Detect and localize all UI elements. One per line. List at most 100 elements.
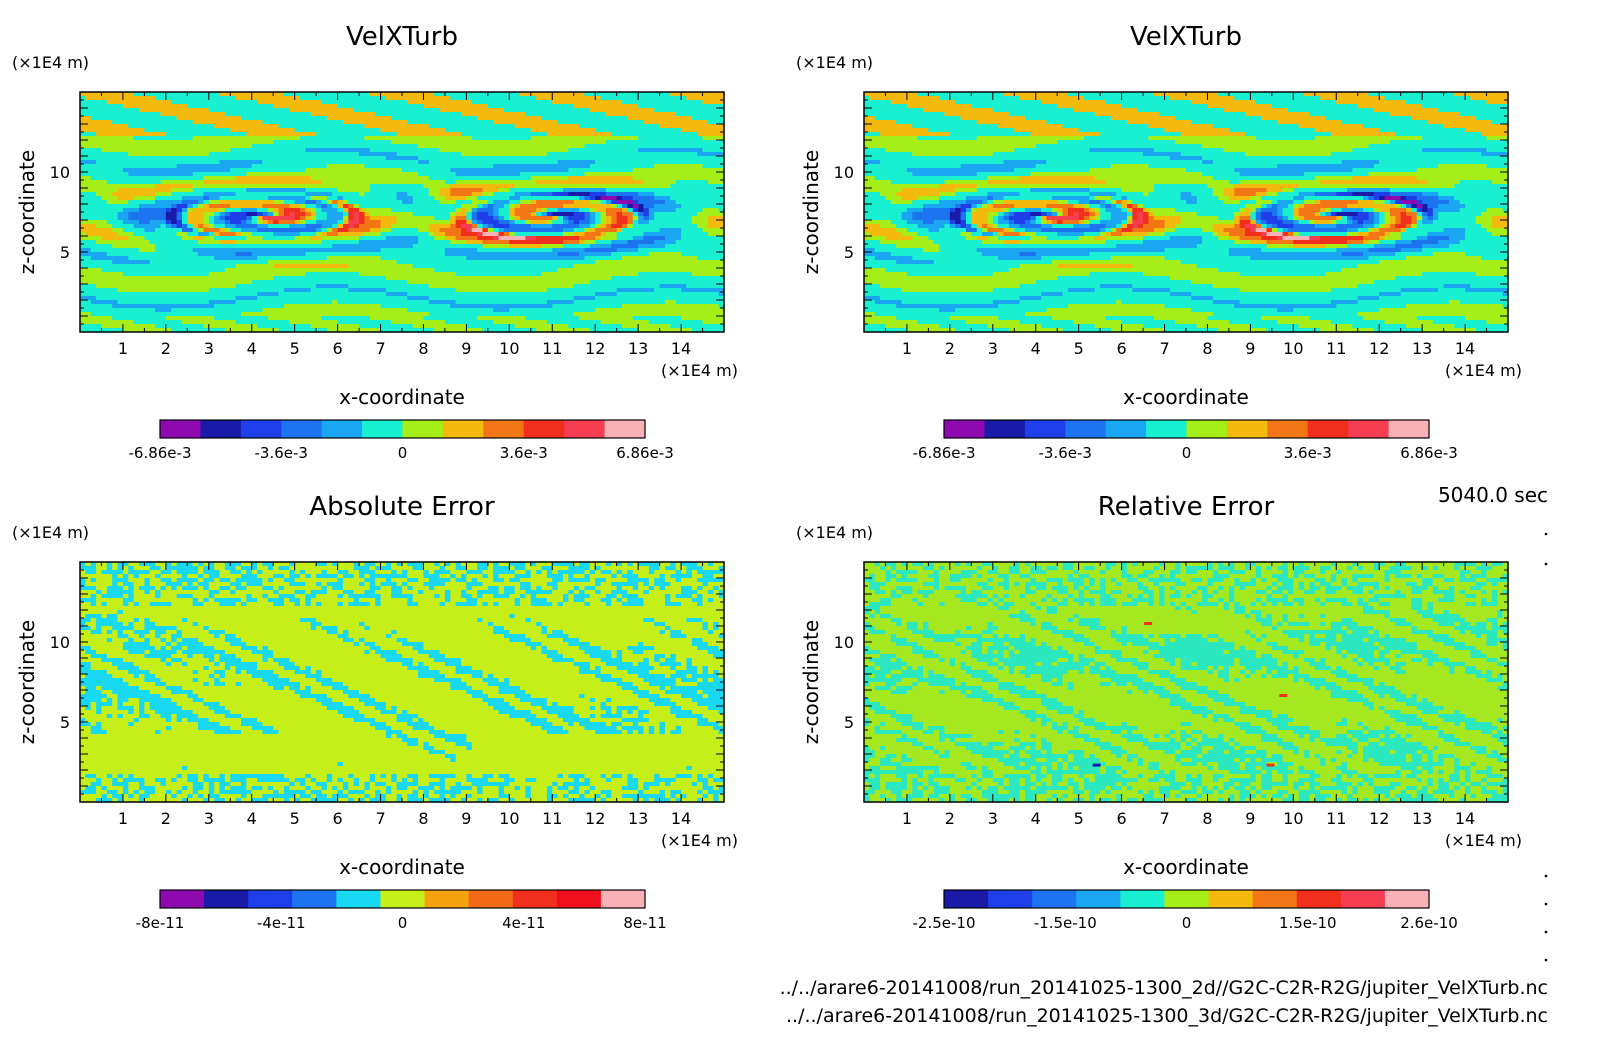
heatmap-cell — [407, 156, 413, 161]
heatmap-cell — [273, 128, 279, 133]
heatmap-cell — [134, 224, 140, 229]
heatmap-cell — [660, 168, 666, 173]
heatmap-cell — [246, 176, 252, 181]
heatmap-cell — [284, 140, 290, 145]
heatmap-cell — [633, 240, 639, 245]
heatmap-cell — [590, 180, 596, 185]
heatmap-cell — [171, 248, 177, 253]
heatmap-cell — [273, 188, 279, 193]
heatmap-cell — [595, 244, 601, 249]
heatmap-cell — [708, 132, 714, 137]
heatmap-cell — [547, 128, 553, 133]
heatmap-cell — [252, 180, 258, 185]
heatmap-cell — [445, 220, 451, 225]
heatmap-cell — [713, 112, 719, 117]
heatmap-cell — [708, 212, 714, 217]
heatmap-cell — [332, 100, 338, 105]
heatmap-cell — [531, 208, 537, 213]
heatmap-cell — [150, 236, 156, 241]
heatmap-cell — [654, 240, 660, 245]
heatmap-cell — [504, 196, 510, 201]
heatmap-cell — [450, 196, 456, 201]
heatmap-cell — [644, 168, 650, 173]
heatmap-cell — [311, 152, 317, 157]
heatmap-cell — [295, 96, 301, 101]
heatmap-cell — [488, 108, 494, 113]
heatmap-cell — [91, 156, 97, 161]
heatmap-cell — [611, 232, 617, 237]
heatmap-cell — [354, 224, 360, 229]
heatmap-cell — [96, 228, 102, 233]
heatmap-cell — [187, 212, 193, 217]
heatmap-cell — [665, 184, 671, 189]
heatmap-cell — [322, 208, 328, 213]
heatmap-cell — [681, 164, 687, 169]
heatmap-cell — [692, 236, 698, 241]
heatmap-cell — [703, 180, 709, 185]
heatmap-cell — [118, 200, 124, 205]
heatmap-cell — [300, 148, 306, 153]
heatmap-cell — [429, 208, 435, 213]
heatmap-cell — [515, 136, 521, 141]
heatmap-cell — [520, 252, 526, 257]
heatmap-cell — [697, 232, 703, 237]
heatmap-cell — [144, 236, 150, 241]
heatmap-cell — [139, 244, 145, 249]
heatmap-cell — [295, 116, 301, 121]
heatmap-cell — [279, 108, 285, 113]
heatmap-cell — [348, 100, 354, 105]
heatmap-cell — [230, 108, 236, 113]
heatmap-cell — [166, 224, 172, 229]
heatmap-cell — [627, 240, 633, 245]
heatmap-cell — [112, 116, 118, 121]
heatmap-cell — [670, 220, 676, 225]
heatmap-cell — [187, 160, 193, 165]
heatmap-cell — [386, 168, 392, 173]
heatmap-cell — [300, 100, 306, 105]
heatmap-cell — [273, 196, 279, 201]
heatmap-cell — [118, 236, 124, 241]
heatmap-cell — [203, 176, 209, 181]
heatmap-cell — [703, 220, 709, 225]
heatmap-cell — [338, 124, 344, 129]
heatmap-cell — [241, 224, 247, 229]
heatmap-cell — [520, 140, 526, 145]
heatmap-cell — [166, 112, 172, 117]
heatmap-cell — [649, 120, 655, 125]
heatmap-cell — [547, 240, 553, 245]
heatmap-cell — [316, 224, 322, 229]
heatmap-cell — [101, 124, 107, 129]
heatmap-cell — [423, 208, 429, 213]
heatmap-cell — [123, 220, 129, 225]
heatmap-cell — [236, 168, 242, 173]
heatmap-cell — [483, 140, 489, 145]
heatmap-cell — [697, 168, 703, 173]
heatmap-cell — [246, 108, 252, 113]
heatmap-cell — [504, 244, 510, 249]
heatmap-cell — [161, 148, 167, 153]
heatmap-cell — [665, 172, 671, 177]
heatmap-cell — [96, 224, 102, 229]
heatmap-cell — [171, 100, 177, 105]
heatmap-cell — [284, 104, 290, 109]
heatmap-cell — [429, 96, 435, 101]
heatmap-cell — [118, 228, 124, 233]
heatmap-cell — [525, 124, 531, 129]
heatmap-cell — [445, 140, 451, 145]
heatmap-cell — [504, 248, 510, 253]
heatmap-cell — [268, 116, 274, 121]
heatmap-cell — [203, 240, 209, 245]
heatmap-cell — [375, 100, 381, 105]
heatmap-cell — [262, 204, 268, 209]
heatmap-cell — [134, 132, 140, 137]
heatmap-cell — [627, 196, 633, 201]
heatmap-cell — [112, 168, 118, 173]
heatmap-cell — [139, 96, 145, 101]
heatmap-cell — [386, 244, 392, 249]
heatmap-cell — [413, 192, 419, 197]
heatmap-cell — [477, 104, 483, 109]
heatmap-cell — [627, 116, 633, 121]
heatmap-cell — [601, 244, 607, 249]
heatmap-cell — [434, 244, 440, 249]
heatmap-cell — [150, 116, 156, 121]
